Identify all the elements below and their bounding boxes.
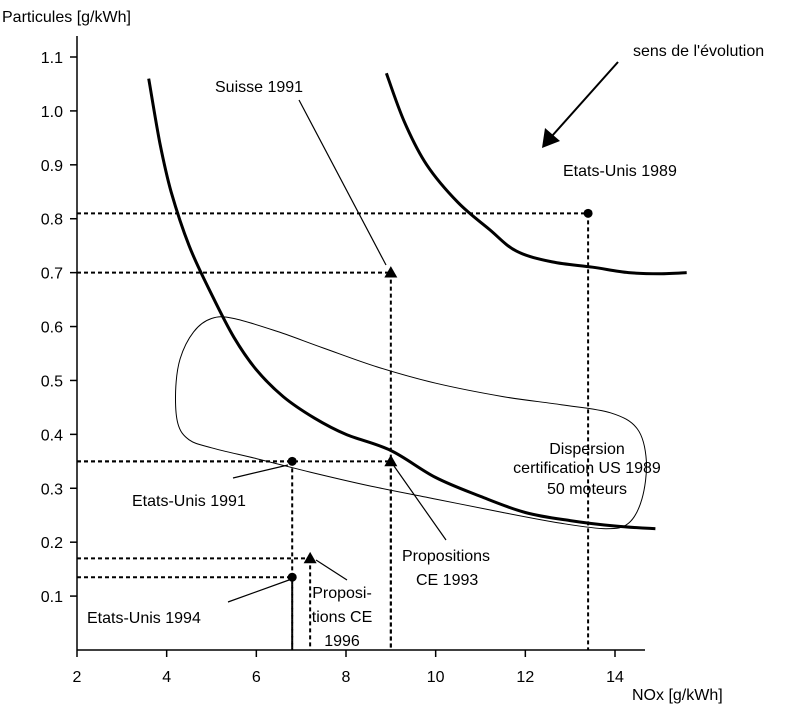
label-connectors — [227, 99, 447, 603]
y-tick-label: 0.9 — [41, 158, 63, 175]
suisse-connector — [298, 99, 387, 266]
eu-1994-label: Etats-Unis 1994 — [87, 610, 201, 627]
dispersion-label-line2: certification US 1989 — [513, 460, 661, 477]
x-tick-label: 8 — [342, 669, 351, 686]
ce1993-connector — [393, 465, 447, 541]
y-tick-label: 0.2 — [41, 535, 63, 552]
ce-1993-label-line1: Propositions — [402, 548, 490, 565]
annotation-labels: sens de l'évolution Suisse 1991 Etats-Un… — [87, 43, 764, 650]
x-tick-label: 4 — [162, 669, 171, 686]
eu1994-connector — [227, 579, 290, 603]
point-triangle-marker — [384, 266, 398, 278]
y-tick-label: 0.1 — [41, 589, 63, 606]
y-tick-label: 0.7 — [41, 266, 63, 283]
ce-1996-label-line2: tions CE — [312, 609, 372, 626]
x-tick-label: 2 — [73, 669, 82, 686]
guide-lines — [77, 212, 590, 650]
eu-1991-label: Etats-Unis 1991 — [132, 493, 246, 510]
ce-1996-label-line3: 1996 — [324, 633, 360, 650]
y-tick-label: 0.6 — [41, 320, 63, 337]
y-axis-title: Particules [g/kWh] — [2, 9, 131, 26]
x-ticks: 2 4 6 8 10 12 14 — [73, 650, 624, 686]
points — [287, 208, 593, 582]
suisse-1991-label: Suisse 1991 — [215, 79, 303, 96]
x-tick-label: 6 — [252, 669, 261, 686]
x-tick-label: 12 — [516, 669, 534, 686]
y-tick-label: 0.3 — [41, 481, 63, 498]
y-tick-label: 0.8 — [41, 212, 63, 229]
point-circle-marker — [583, 208, 593, 218]
eu1991-connector — [232, 464, 289, 479]
ce-1996-label-line1: Proposi- — [312, 585, 372, 602]
limit-curve — [384, 72, 687, 276]
curves — [147, 72, 687, 531]
x-tick-label: 10 — [427, 669, 445, 686]
ce-1993-label-line2: CE 1993 — [416, 572, 478, 589]
dispersion-label-line1: Dispersion — [549, 441, 625, 458]
point-triangle-marker — [384, 454, 398, 467]
ce1996-connector — [315, 559, 348, 581]
y-tick-label: 0.4 — [41, 427, 63, 444]
point-triangle-marker — [303, 551, 317, 564]
point-circle-marker — [287, 572, 297, 582]
limit-curve — [147, 78, 656, 531]
y-tick-label: 1.0 — [41, 104, 63, 121]
trend-label: sens de l'évolution — [633, 43, 764, 60]
y-ticks: 0.1 0.2 0.3 0.4 0.5 0.6 0.7 0.8 0.9 1.0 1.1 — [41, 50, 77, 606]
x-tick-label: 14 — [606, 669, 624, 686]
eu-1989-label: Etats-Unis 1989 — [563, 163, 677, 180]
axes — [76, 36, 645, 651]
dispersion-label-line3: 50 moteurs — [547, 481, 627, 498]
y-tick-label: 1.1 — [41, 50, 63, 67]
dispersion-envelope — [175, 316, 648, 530]
trend-arrow — [542, 61, 619, 148]
point-circle-marker — [287, 456, 297, 466]
y-tick-label: 0.5 — [41, 373, 63, 390]
x-axis-title: NOx [g/kWh] — [632, 687, 723, 704]
